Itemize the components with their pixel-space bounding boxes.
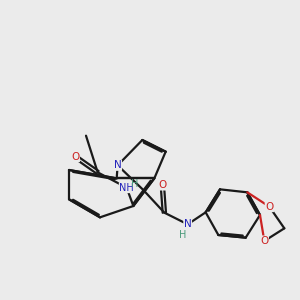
Text: N: N xyxy=(184,219,191,229)
Text: N: N xyxy=(114,160,122,170)
Text: O: O xyxy=(71,152,80,162)
Text: NH: NH xyxy=(119,183,134,193)
Text: H: H xyxy=(178,230,186,240)
Text: O: O xyxy=(265,202,274,212)
Text: O: O xyxy=(158,180,166,190)
Text: O: O xyxy=(260,236,269,246)
Text: H: H xyxy=(131,179,139,189)
